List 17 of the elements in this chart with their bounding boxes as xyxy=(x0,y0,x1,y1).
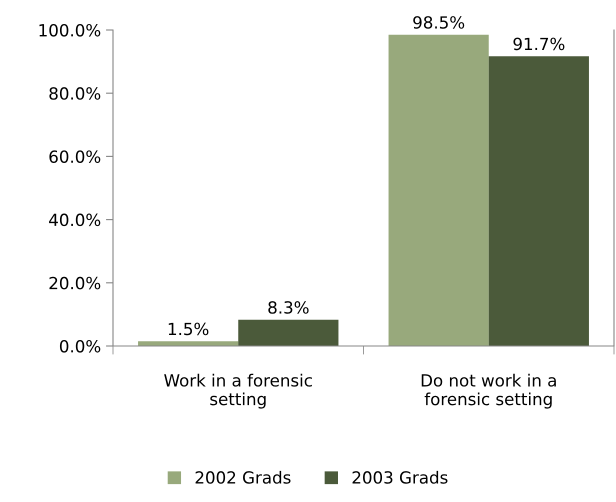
legend-label: 2003 Grads xyxy=(352,470,448,484)
x-tick-label: Work in a forensic setting xyxy=(164,374,312,409)
bar xyxy=(388,34,489,346)
bar xyxy=(488,56,589,346)
data-label: 8.3% xyxy=(268,301,309,314)
y-tick-label: 20.0% xyxy=(49,276,100,290)
legend-label: 2002 Grads xyxy=(196,470,291,484)
data-label: 91.7% xyxy=(513,38,564,50)
y-tick-label: 100.0% xyxy=(39,24,100,37)
y-tick-label: 0.0% xyxy=(60,340,100,353)
y-tick-label: 60.0% xyxy=(49,150,100,163)
y-tick-label: 40.0% xyxy=(49,214,100,226)
data-label: 1.5% xyxy=(168,322,208,336)
x-tick-label: Do not work in a forensic setting xyxy=(422,374,556,409)
data-label: 98.5% xyxy=(413,16,464,29)
bar xyxy=(238,320,338,346)
y-tick-label: 80.0% xyxy=(49,87,100,100)
